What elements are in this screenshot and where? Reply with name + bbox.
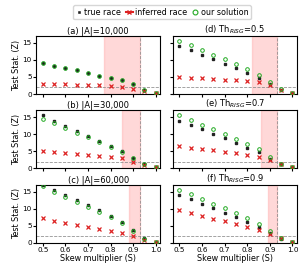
- Title: (a) |A|=10,000: (a) |A|=10,000: [67, 27, 129, 36]
- Bar: [129, 185, 140, 243]
- Bar: [252, 36, 277, 94]
- Y-axis label: Test Stat. (Z): Test Stat. (Z): [12, 114, 21, 165]
- Bar: [122, 110, 140, 168]
- Title: (d) Th$_{RISG}$=0.5: (d) Th$_{RISG}$=0.5: [204, 23, 265, 36]
- Y-axis label: Test Stat. (Z): Test Stat. (Z): [12, 188, 21, 239]
- X-axis label: Skew multiplier (S): Skew multiplier (S): [60, 254, 136, 263]
- Y-axis label: Test Stat. (Z): Test Stat. (Z): [12, 39, 21, 91]
- Legend: true race, inferred race, our solution: true race, inferred race, our solution: [73, 6, 251, 19]
- X-axis label: Skew multiplier (S): Skew multiplier (S): [197, 254, 273, 263]
- Title: (f) Th$_{RISG}$=0.9: (f) Th$_{RISG}$=0.9: [206, 172, 264, 185]
- Bar: [261, 110, 277, 168]
- Title: (c) |A|=60,000: (c) |A|=60,000: [68, 176, 129, 185]
- Bar: [268, 185, 277, 243]
- Title: (e) Th$_{RISG}$=0.7: (e) Th$_{RISG}$=0.7: [205, 98, 265, 110]
- Bar: [104, 36, 140, 94]
- Title: (b) |A|=30,000: (b) |A|=30,000: [67, 101, 129, 110]
